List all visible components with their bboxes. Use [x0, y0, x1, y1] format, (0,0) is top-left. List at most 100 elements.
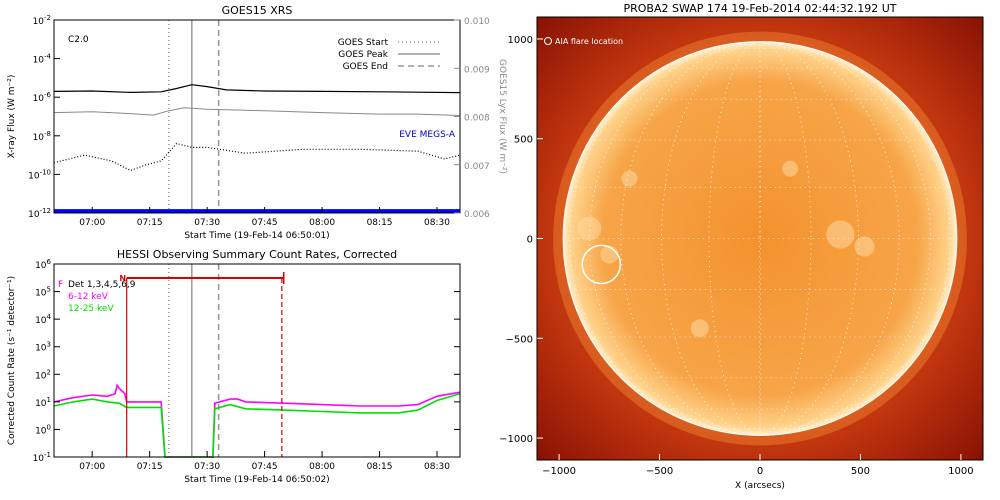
- hessi-ytick-label: 104: [35, 313, 51, 326]
- goes-ytick-label: 10-10: [28, 168, 51, 181]
- tick-label-exponent: 3: [47, 341, 51, 349]
- tick-label-exponent: 0: [47, 423, 51, 431]
- swap-xtick-label: 500: [851, 466, 870, 477]
- hessi-ytick-label: 105: [35, 286, 51, 299]
- hessi-ytick-label: 106: [35, 258, 51, 271]
- tick-label-base: 10: [35, 261, 47, 271]
- hessi-xtick-label: 07:15: [137, 462, 163, 472]
- hessi-xlabel: Start Time (19-Feb-14 06:50:02): [184, 475, 329, 485]
- swap-ytick-label: 1000: [508, 35, 533, 46]
- solar-disk: [563, 41, 957, 436]
- goes-plot-frame: [53, 19, 461, 214]
- goes-y2tick-label: 0.010: [464, 17, 490, 27]
- goes-legend-label: GOES Start: [338, 38, 389, 48]
- hessi-xtick-label: 08:15: [367, 462, 393, 472]
- hessi-legend-label: 12-25 keV: [68, 304, 114, 314]
- goes-y2tick-label: 0.009: [464, 65, 490, 75]
- goes-xtick-label: 08:00: [309, 218, 335, 228]
- goes-series-dotted-black: [53, 142, 461, 172]
- tick-label-exponent: 4: [47, 313, 52, 321]
- hessi-xtick-label: 08:00: [309, 462, 335, 472]
- swap-ytick-label: 0: [527, 235, 533, 246]
- flare-legend-label: AIA flare location: [555, 37, 623, 46]
- active-region: [621, 170, 638, 187]
- hessi-xtick-label: 08:30: [424, 462, 450, 472]
- goes-y2tick-label: 0.007: [464, 162, 490, 172]
- goes-xlabel: Start Time (19-Feb-14 06:50:01): [184, 231, 329, 241]
- goes-instrument-label: EVE MEGS-A: [399, 130, 456, 140]
- swap-xtick-label: −500: [646, 466, 673, 477]
- swap-ytick-label: −1000: [499, 434, 533, 445]
- tick-label-base: 10: [33, 94, 45, 104]
- hessi-xtick-label: 07:00: [79, 462, 105, 472]
- tick-label-exponent: -12: [40, 207, 51, 215]
- tick-label-exponent: 2: [47, 368, 51, 376]
- tick-label-exponent: -10: [40, 168, 51, 176]
- goes-ylabel: X-ray Flux (W m⁻²): [7, 75, 17, 159]
- swap-xtick-label: 0: [757, 466, 763, 477]
- hessi-title: HESSI Observing Summary Count Rates, Cor…: [117, 248, 397, 261]
- tick-label-base: 10: [28, 210, 40, 220]
- swap-xtick-label: −1000: [542, 466, 576, 477]
- swap-title: PROBA2 SWAP 174 19-Feb-2014 02:44:32.192…: [624, 2, 897, 15]
- active-region: [690, 319, 709, 338]
- active-region: [854, 236, 875, 257]
- hessi-ytick-label: 10-1: [33, 451, 51, 464]
- tick-label-base: 10: [33, 133, 45, 143]
- limb-outline: [562, 41, 958, 436]
- goes-xtick-label: 07:45: [252, 218, 278, 228]
- tick-label-base: 10: [33, 17, 45, 27]
- goes-ytick-label: 10-4: [33, 53, 52, 66]
- hessi-flag-label: N: [119, 274, 126, 283]
- goes-y2tick-label: 0.008: [464, 114, 490, 124]
- flare-location-circle: [581, 244, 622, 285]
- tick-label-base: 10: [35, 426, 47, 436]
- hessi-ytick-label: 103: [35, 341, 51, 354]
- tick-label-exponent: -1: [44, 451, 51, 459]
- tick-label-base: 10: [33, 56, 45, 66]
- hessi-series-6-12-kev: [53, 383, 461, 458]
- goes-xtick-label: 07:30: [194, 218, 220, 228]
- goes-legend-label: GOES Peak: [338, 50, 388, 60]
- goes-series-solid-black: [53, 84, 461, 94]
- goes-title: GOES15 XRS: [222, 4, 293, 17]
- longitude-line: [589, 41, 931, 436]
- goes-xtick-label: 08:30: [424, 218, 450, 228]
- tick-label-exponent: 1: [47, 396, 51, 404]
- tick-label-exponent: -2: [44, 14, 51, 22]
- swap-ytick-label: 500: [514, 135, 533, 146]
- tick-label-base: 10: [28, 171, 40, 181]
- active-region: [826, 220, 855, 249]
- tick-label-base: 10: [35, 399, 47, 409]
- goes-y2label: GOES15 Lyx Flux (W m⁻²): [497, 59, 507, 174]
- swap-xtick-label: 1000: [948, 466, 973, 477]
- hessi-plot-frame: [53, 263, 461, 458]
- hessi-ytick-label: 100: [35, 423, 51, 436]
- active-region: [577, 216, 602, 241]
- active-region: [600, 245, 619, 264]
- hessi-legend-label: Det 1,3,4,5,6,9: [68, 280, 136, 290]
- swap-panel: PROBA2 SWAP 174 19-Feb-2014 02:44:32.192…: [499, 2, 984, 491]
- tick-label-base: 10: [35, 371, 47, 381]
- tick-label-base: 10: [35, 289, 47, 299]
- swap-ytick-label: −500: [506, 334, 533, 345]
- hessi-series-12-25-kev: [53, 392, 461, 458]
- goes-ytick-label: 10-6: [33, 91, 52, 104]
- goes-series-gray-axis2: [53, 107, 461, 116]
- swap-image: [537, 17, 983, 460]
- hessi-ytick-label: 101: [35, 396, 51, 409]
- tick-label-exponent: -4: [44, 53, 52, 61]
- tick-label-base: 10: [33, 454, 45, 464]
- hessi-xtick-label: 07:45: [252, 462, 278, 472]
- goes-ytick-label: 10-2: [33, 14, 51, 27]
- flare-legend-marker: [544, 37, 552, 45]
- tick-label-base: 10: [35, 316, 47, 326]
- hessi-ytick-label: 102: [35, 368, 51, 381]
- longitude-line: [569, 41, 951, 436]
- goes-ytick-label: 10-8: [33, 130, 51, 143]
- goes-xtick-label: 08:15: [367, 218, 393, 228]
- goes-xtick-label: 07:15: [137, 218, 163, 228]
- goes-y2tick-label: 0.006: [464, 210, 490, 220]
- goes-ytick-label: 10-12: [28, 207, 51, 220]
